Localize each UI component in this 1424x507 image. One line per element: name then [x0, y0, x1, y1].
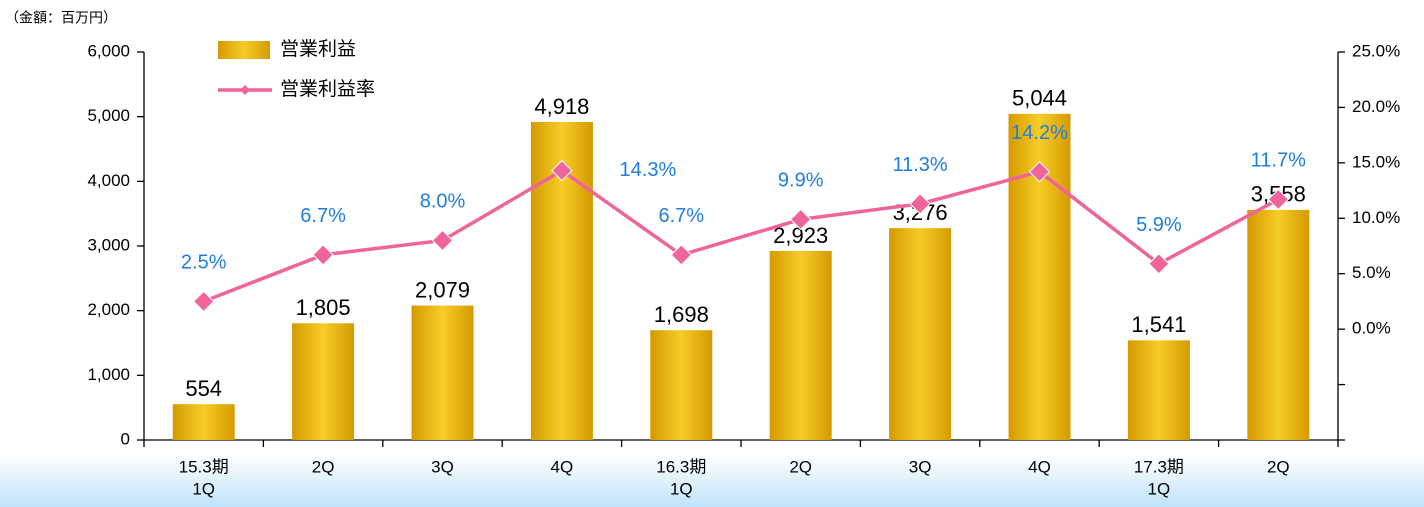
bar [1247, 209, 1310, 440]
line-value-label: 11.3% [892, 154, 947, 176]
x-tick-label: 1Q [1148, 479, 1171, 498]
bar [769, 250, 832, 440]
line [203, 168, 1280, 304]
line-marker [1148, 253, 1170, 275]
legend-label: 営業利益 [280, 38, 356, 60]
bar-value-label: 1,698 [654, 302, 709, 327]
y-tick-label: 2,000 [87, 300, 130, 319]
x-tick-label: 3Q [909, 457, 932, 476]
legend-marker [240, 85, 250, 95]
x-tick-label: 2Q [1267, 457, 1290, 476]
y-tick-label: 6,000 [87, 41, 130, 60]
line-marker [431, 229, 454, 252]
y2-tick-label: 5.0% [1352, 263, 1391, 282]
y2-tick-label: 0.0% [1352, 319, 1391, 338]
bar-value-label: 2,079 [415, 277, 470, 302]
x-tick-label: 16.3期 [656, 457, 706, 476]
x-tick-label: 4Q [1028, 457, 1051, 476]
line-value-label: 6.7% [300, 205, 346, 227]
line-marker [789, 208, 812, 231]
x-tick-label: 3Q [431, 457, 454, 476]
line-value-label: 14.3% [620, 159, 677, 181]
bar-value-label: 1,805 [296, 295, 351, 320]
line-marker [670, 244, 693, 266]
y2-tick-label: 15.0% [1352, 152, 1400, 171]
y-tick-label: 1,000 [87, 365, 130, 384]
line-marker [551, 159, 573, 182]
line-marker [909, 193, 931, 215]
x-tick-label: 2Q [789, 457, 812, 476]
y2-tick-label: 10.0% [1352, 208, 1400, 227]
x-tick-label: 17.3期 [1134, 457, 1184, 476]
bar-value-label: 5,044 [1012, 86, 1067, 111]
bar [1127, 340, 1190, 440]
footer-band [0, 455, 1424, 507]
y2-tick-label: 25.0% [1352, 41, 1400, 60]
line-value-label: 14.2% [1011, 122, 1068, 144]
x-tick-label: 2Q [312, 457, 335, 476]
line-marker [1028, 161, 1051, 183]
y-tick-label: 0 [121, 429, 130, 448]
bar-value-label: 554 [185, 376, 222, 401]
x-tick-label: 1Q [192, 479, 215, 498]
bar [292, 323, 355, 440]
x-tick-label: 15.3期 [179, 457, 229, 476]
legend-label: 営業利益率 [280, 78, 375, 100]
bar-value-label: 4,918 [534, 94, 589, 119]
bar-value-label: 1,541 [1131, 312, 1186, 337]
line-value-label: 9.9% [778, 170, 824, 192]
bar [411, 305, 474, 440]
bar [889, 228, 952, 440]
bar [172, 404, 235, 440]
unit-label: （金額：百万円） [5, 10, 117, 26]
line-marker [312, 244, 334, 266]
line-marker [1267, 188, 1290, 211]
bar [650, 330, 713, 440]
line-value-label: 5.9% [1136, 214, 1182, 236]
y-tick-label: 5,000 [87, 106, 130, 125]
y2-tick-label: 20.0% [1352, 97, 1400, 116]
x-tick-label: 4Q [551, 457, 574, 476]
line-value-label: 8.0% [420, 191, 466, 213]
x-tick-label: 1Q [670, 479, 693, 498]
line-value-label: 6.7% [659, 205, 705, 227]
y-tick-label: 3,000 [87, 235, 130, 254]
line-value-label: 11.7% [1251, 150, 1306, 172]
line-marker [192, 290, 215, 313]
legend-swatch [218, 41, 270, 59]
line-value-label: 2.5% [181, 252, 227, 274]
y-tick-label: 4,000 [87, 171, 130, 190]
